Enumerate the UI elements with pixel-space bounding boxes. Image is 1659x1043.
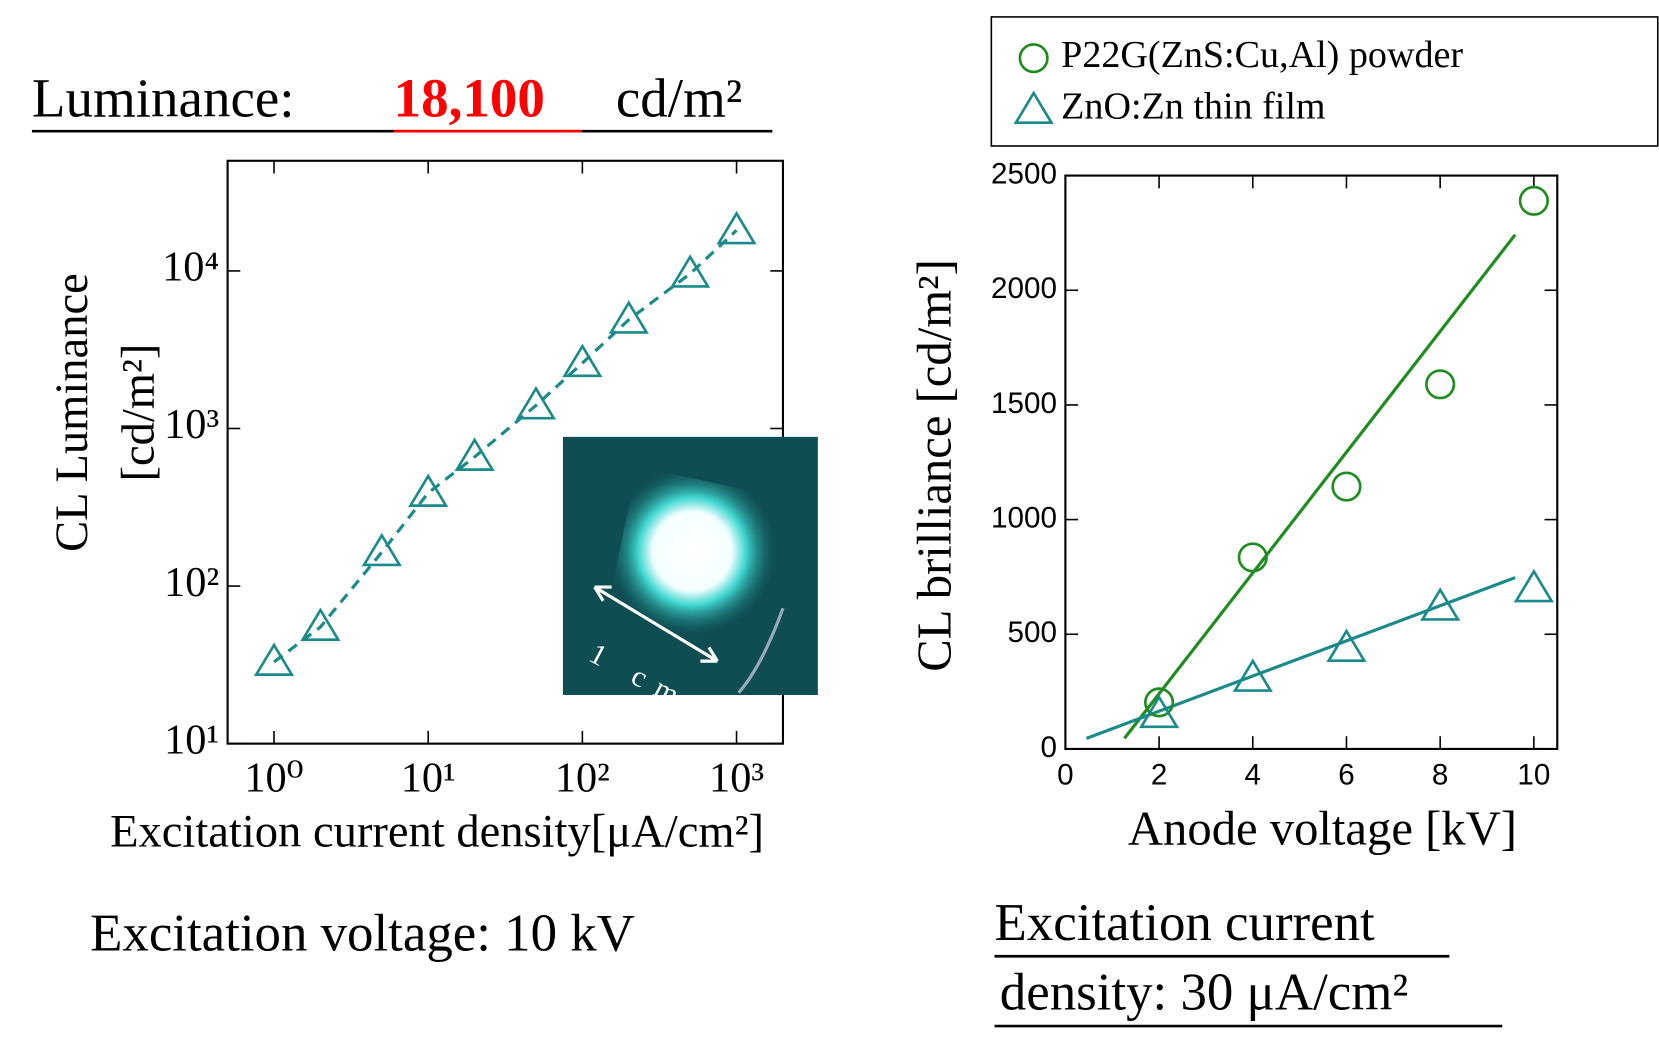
legend [990, 16, 1659, 147]
marker [1518, 185, 1549, 216]
heading-value: 18,100 [394, 67, 545, 128]
legend-label: ZnO:Zn thin film [1061, 86, 1326, 128]
y-tick-label: 0 [1040, 731, 1056, 764]
marker [1331, 471, 1362, 502]
heading-label: Luminance: [32, 67, 295, 128]
marker [1144, 687, 1175, 718]
x-tick-label: 10³ [709, 754, 764, 801]
x-tick-label: 6 [1338, 758, 1354, 791]
legend-marker [1013, 90, 1054, 125]
data-line [273, 229, 738, 664]
inset-photo: 1 cm [562, 436, 818, 717]
marker [1513, 568, 1554, 603]
marker [1425, 369, 1456, 400]
marker [300, 607, 341, 641]
y-tick-label: 1500 [991, 387, 1057, 420]
x-tick-label: 10⁰ [244, 754, 303, 801]
marker [408, 473, 449, 507]
marker [562, 343, 603, 378]
x-tick-label: 10¹ [401, 754, 456, 801]
x-tick-label: 8 [1432, 758, 1448, 791]
note: Excitation current [995, 894, 1376, 952]
x-tick-label: 10² [555, 754, 610, 801]
marker [608, 300, 649, 334]
y-tick-label: 10³ [164, 401, 219, 448]
marker [515, 385, 557, 420]
fit-line [1085, 576, 1516, 740]
photo-glow [610, 472, 787, 649]
y-tick-label: 2000 [991, 272, 1057, 305]
x-tick-label: 2 [1151, 758, 1167, 791]
marker [361, 532, 402, 567]
y-tick-label: 500 [1008, 616, 1057, 649]
x-tick-label: 4 [1245, 758, 1261, 791]
y-axis-label: CL Luminance [47, 273, 98, 552]
x-axis-label: Anode voltage [kV] [1128, 802, 1517, 856]
plot-frame [1064, 174, 1559, 750]
marker [716, 210, 757, 245]
x-tick-label: 0 [1057, 758, 1073, 791]
marker [1326, 628, 1367, 663]
marker [1232, 658, 1273, 692]
heading-unit: cd/m² [616, 67, 742, 128]
marker [670, 254, 711, 288]
y-tick-label: 10¹ [164, 716, 219, 763]
x-axis-label: Excitation current density[μA/cm²] [110, 806, 764, 857]
marker [1420, 587, 1461, 621]
x-tick-label: 10 [1517, 758, 1550, 791]
note: Excitation voltage: 10 kV [90, 904, 635, 962]
marker [454, 437, 495, 471]
marker [1237, 542, 1268, 573]
note: density: 30 μA/cm² [1000, 964, 1408, 1022]
y-tick-label: 10² [164, 559, 219, 606]
y-axis-label: CL brilliance [cd/m²] [908, 259, 962, 672]
fit-line [1123, 233, 1517, 740]
marker [1138, 694, 1180, 729]
legend-marker [1018, 43, 1049, 74]
photo-edge [737, 607, 785, 694]
y-tick-label: 2500 [991, 157, 1057, 190]
scale-arrow [593, 585, 719, 663]
y-axis-label: [cd/m²] [114, 344, 165, 482]
arrow-head [593, 585, 719, 663]
y-tick-label: 1000 [991, 501, 1057, 534]
y-tick-label: 10⁴ [162, 244, 219, 291]
legend-label: P22G(ZnS:Cu,Al) powder [1061, 34, 1463, 76]
marker [253, 642, 295, 676]
